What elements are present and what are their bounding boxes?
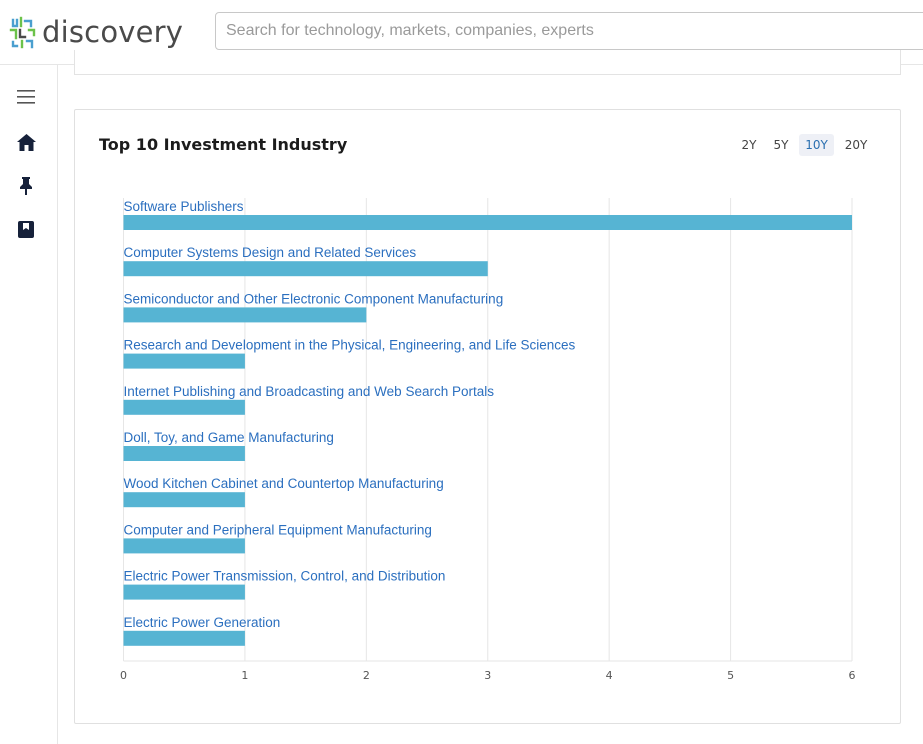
bar [123,399,245,415]
range-2y-button[interactable]: 2Y [741,138,757,152]
top-header: discovery [0,0,923,65]
category-label: Electric Power Generation [124,615,281,630]
range-5y-button[interactable]: 5Y [773,138,789,152]
bar [123,353,245,369]
category-label: Internet Publishing and Broadcasting and… [124,384,495,399]
category-label: Computer Systems Design and Related Serv… [124,245,417,260]
bar [123,261,488,277]
menu-button[interactable] [14,85,38,109]
card-title: Top 10 Investment Industry [99,135,348,154]
x-tick-label: 0 [120,669,127,682]
search-input[interactable] [215,12,923,50]
menu-icon [17,90,35,104]
range-20y-button[interactable]: 20Y [844,138,868,152]
bar [123,215,852,230]
range-10y-button[interactable]: 10Y [799,134,834,156]
x-tick-label: 2 [363,669,370,682]
category-label: Electric Power Transmission, Control, an… [124,569,446,584]
category-label: Research and Development in the Physical… [124,338,576,353]
home-icon [16,133,36,151]
pin-button[interactable] [14,174,38,198]
x-tick-label: 4 [606,669,613,682]
home-button[interactable] [14,130,38,154]
bar [123,446,245,461]
category-label: Doll, Toy, and Game Manufacturing [124,430,334,445]
category-label: Software Publishers [124,199,244,214]
investment-bar-chart: 0 1 2 3 4 5 6 Software Publishers Computer Syste… [120,198,856,682]
bar [123,492,245,508]
bar [123,307,367,323]
x-tick-label: 3 [484,669,491,682]
investment-industry-card: Top 10 Investment Industry 2Y 5Y 10Y 20Y… [74,109,901,724]
x-tick-label: 5 [727,669,734,682]
bar [123,630,245,646]
bar [123,538,245,554]
bar [123,584,245,600]
x-tick-label: 1 [241,669,248,682]
left-sidebar [0,65,58,744]
category-label: Semiconductor and Other Electronic Compo… [124,291,504,306]
discovery-logo[interactable]: discovery [8,14,183,50]
book-icon [18,220,34,238]
logo-text: discovery [42,15,184,49]
category-label: Wood Kitchen Cabinet and Countertop Manu… [124,476,444,491]
pin-icon [20,177,32,195]
category-label: Computer and Peripheral Equipment Manufa… [124,522,432,537]
logo-mark-icon [9,16,36,49]
previous-card [74,50,901,75]
x-tick-label: 6 [849,669,856,682]
library-button[interactable] [14,217,38,241]
